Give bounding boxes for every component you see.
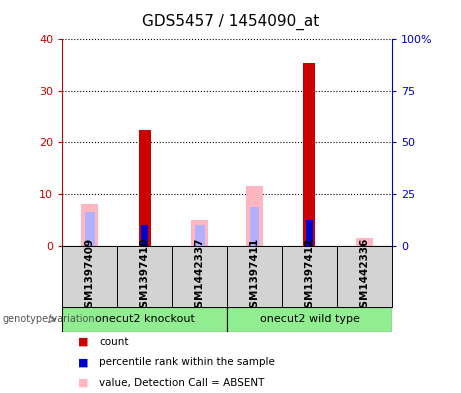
- Text: GSM1397411: GSM1397411: [249, 237, 260, 315]
- Text: genotype/variation: genotype/variation: [2, 314, 95, 324]
- Bar: [85, 212, 95, 246]
- Bar: [191, 220, 208, 246]
- Text: value, Detection Call = ABSENT: value, Detection Call = ABSENT: [99, 378, 265, 388]
- Bar: [306, 220, 313, 246]
- Text: GSM1442337: GSM1442337: [195, 237, 205, 315]
- Text: GDS5457 / 1454090_at: GDS5457 / 1454090_at: [142, 14, 319, 30]
- Text: percentile rank within the sample: percentile rank within the sample: [99, 357, 275, 367]
- Text: onecut2 knockout: onecut2 knockout: [95, 314, 195, 324]
- Text: GSM1397412: GSM1397412: [304, 237, 314, 315]
- Bar: [303, 62, 315, 246]
- Bar: [195, 225, 205, 246]
- Text: ■: ■: [78, 378, 89, 388]
- Bar: [62, 307, 227, 332]
- Text: count: count: [99, 337, 129, 347]
- Bar: [355, 238, 373, 246]
- Bar: [249, 207, 260, 246]
- Bar: [81, 204, 99, 246]
- Text: GSM1442336: GSM1442336: [360, 237, 369, 315]
- Text: onecut2 wild type: onecut2 wild type: [260, 314, 360, 324]
- Bar: [139, 130, 151, 246]
- Text: GSM1397409: GSM1397409: [85, 237, 95, 315]
- Text: ■: ■: [78, 357, 89, 367]
- Text: ■: ■: [78, 337, 89, 347]
- Bar: [142, 225, 148, 246]
- Text: GSM1397410: GSM1397410: [140, 237, 150, 315]
- Bar: [227, 307, 392, 332]
- Bar: [246, 186, 263, 246]
